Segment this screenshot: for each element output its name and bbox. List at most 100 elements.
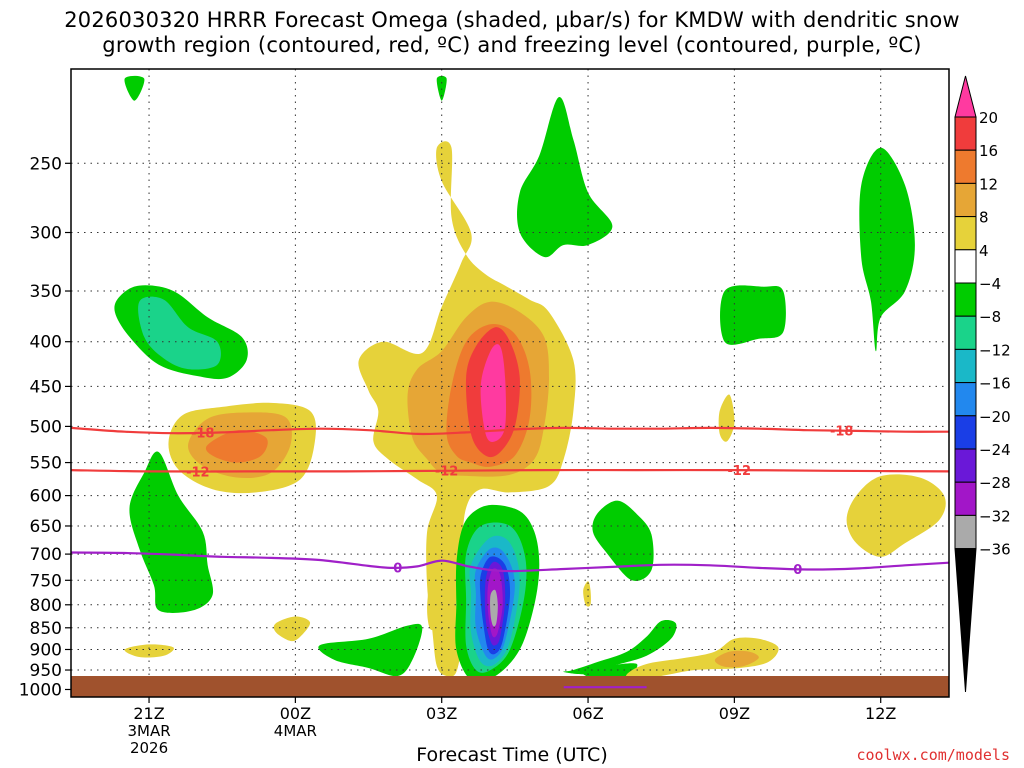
omega-area-4: [205, 429, 268, 463]
ground-surface: [71, 676, 949, 697]
colorbar-label-5: −4: [979, 275, 1001, 293]
colorbar-label-10: −24: [979, 441, 1011, 459]
y-tick-label-1000: 1000: [19, 680, 62, 700]
colorbar-label-7: −12: [979, 341, 1011, 359]
x-tick-label-21Z-2: 2026: [130, 739, 168, 757]
omega-area-36: [436, 75, 447, 101]
omega-area-33: [859, 147, 915, 352]
omega-area-6: [124, 644, 174, 658]
colorbar-label-3: 8: [979, 209, 989, 227]
y-tick-label-900: 900: [30, 640, 62, 660]
contour-layer: -18 -18 -12 -12 -12 0 0: [71, 425, 949, 689]
y-tick-label-250: 250: [30, 154, 62, 174]
contour-label--18C-0: -18: [191, 427, 215, 442]
colorbar-bin-4: [954, 249, 977, 284]
colorbar-bin-6: [954, 315, 977, 350]
omega-area-34: [846, 474, 946, 557]
plot-frame: [70, 68, 950, 698]
x-tick-label-09Z-0: 09Z: [719, 704, 750, 723]
omega-area-26: [583, 663, 638, 679]
x-tick-label-03Z-0: 03Z: [426, 704, 457, 723]
contour-label--18C-1: -18: [830, 425, 854, 440]
contour-line-0C: [71, 551, 949, 573]
colorbar-bin-2: [954, 182, 977, 218]
colorbar-label-6: −8: [979, 308, 1001, 326]
y-tick-label-800: 800: [30, 596, 62, 616]
grid-layer: [71, 69, 949, 697]
omega-area-24: [563, 619, 677, 675]
contour-label-0C-0: 0: [393, 562, 402, 577]
colorbar-bin-9: [954, 415, 977, 450]
omega-shading-layer: [114, 75, 946, 682]
contour-line--12C: [71, 468, 949, 473]
contour-label-0C-1: 0: [793, 563, 802, 578]
omega-area-15: [427, 582, 437, 631]
y-tick-label-850: 850: [30, 619, 62, 639]
colorbar-bin-3: [954, 216, 977, 251]
colorbar-bin-10: [954, 448, 977, 483]
y-tick-label-950: 950: [30, 661, 62, 681]
omega-area-25: [583, 581, 591, 607]
y-tick-label-550: 550: [30, 454, 62, 474]
y-tick-label-700: 700: [30, 545, 62, 565]
omega-area-29: [714, 650, 759, 668]
omega-area-13: [480, 344, 507, 442]
colorbar-top-arrow: [954, 75, 977, 118]
x-tick-label-00Z-0: 00Z: [280, 704, 311, 723]
omega-area-30: [517, 96, 613, 258]
x-axis-title: Forecast Time (UTC): [416, 744, 608, 766]
contour-label--12C-2: -12: [728, 464, 752, 479]
chart-title-line2: growth region (contoured, red, ºC) and f…: [102, 33, 922, 57]
x-tick-label-06Z-0: 06Z: [572, 704, 603, 723]
omega-area-27: [592, 500, 654, 581]
omega-area-14: [441, 570, 452, 654]
colorbar-bottom-arrow: [954, 548, 977, 693]
y-tick-label-650: 650: [30, 517, 62, 537]
omega-area-1: [138, 296, 221, 370]
colorbar-label-4: 4: [979, 242, 989, 260]
omega-area-31: [720, 285, 786, 345]
omega-area-32: [718, 394, 735, 442]
x-tick-label-21Z-1: 3MAR: [127, 722, 170, 740]
omega-area-7: [273, 616, 311, 642]
y-tick-label-750: 750: [30, 571, 62, 591]
y-tick-label-400: 400: [30, 333, 62, 353]
y-tick-label-350: 350: [30, 282, 62, 302]
colorbar: 20 16 12 8 4 −4 −8 −12 −16 −20 −24 −28 −32 −36: [954, 75, 1011, 693]
x-tick-label-00Z-1: 4MAR: [274, 722, 317, 740]
colorbar-bin-8: [954, 382, 977, 417]
colorbar-bin-1: [954, 149, 977, 184]
contour-line--18C: [71, 426, 949, 436]
colorbar-label-8: −16: [979, 375, 1011, 393]
contour-label--12C-1: -12: [435, 465, 459, 480]
colorbar-label-9: −20: [979, 408, 1011, 426]
omega-area-23: [490, 589, 498, 627]
y-tick-label-300: 300: [30, 224, 62, 244]
y-tick-label-500: 500: [30, 417, 62, 437]
colorbar-label-1: 16: [979, 142, 998, 160]
contour-label--12C-0: -12: [186, 465, 210, 480]
omega-area-35: [124, 75, 145, 101]
colorbar-bin-5: [954, 282, 977, 317]
colorbar-bin-7: [954, 348, 977, 384]
x-tick-label-12Z-0: 12Z: [865, 704, 896, 723]
y-tick-label-450: 450: [30, 377, 62, 397]
y-tick-label-600: 600: [30, 487, 62, 507]
omega-area-8: [318, 623, 423, 677]
colorbar-bin-12: [954, 514, 977, 550]
colorbar-label-11: −28: [979, 474, 1011, 492]
colorbar-bin-11: [954, 481, 977, 516]
colorbar-label-0: 20: [979, 109, 998, 127]
chart-title-line1: 2026030320 HRRR Forecast Omega (shaded, …: [64, 8, 960, 32]
colorbar-label-13: −36: [979, 541, 1011, 559]
colorbar-label-2: 12: [979, 175, 998, 193]
site-credit: coolwx.com/models: [856, 746, 1010, 764]
colorbar-label-12: −32: [979, 507, 1011, 525]
omega-area-28: [625, 637, 779, 680]
colorbar-bin-0: [954, 116, 977, 151]
x-tick-label-21Z-0: 21Z: [133, 704, 164, 723]
omega-area-5: [129, 451, 214, 613]
y-axis: 2503003504004505005506006507007508008509…: [19, 154, 71, 700]
